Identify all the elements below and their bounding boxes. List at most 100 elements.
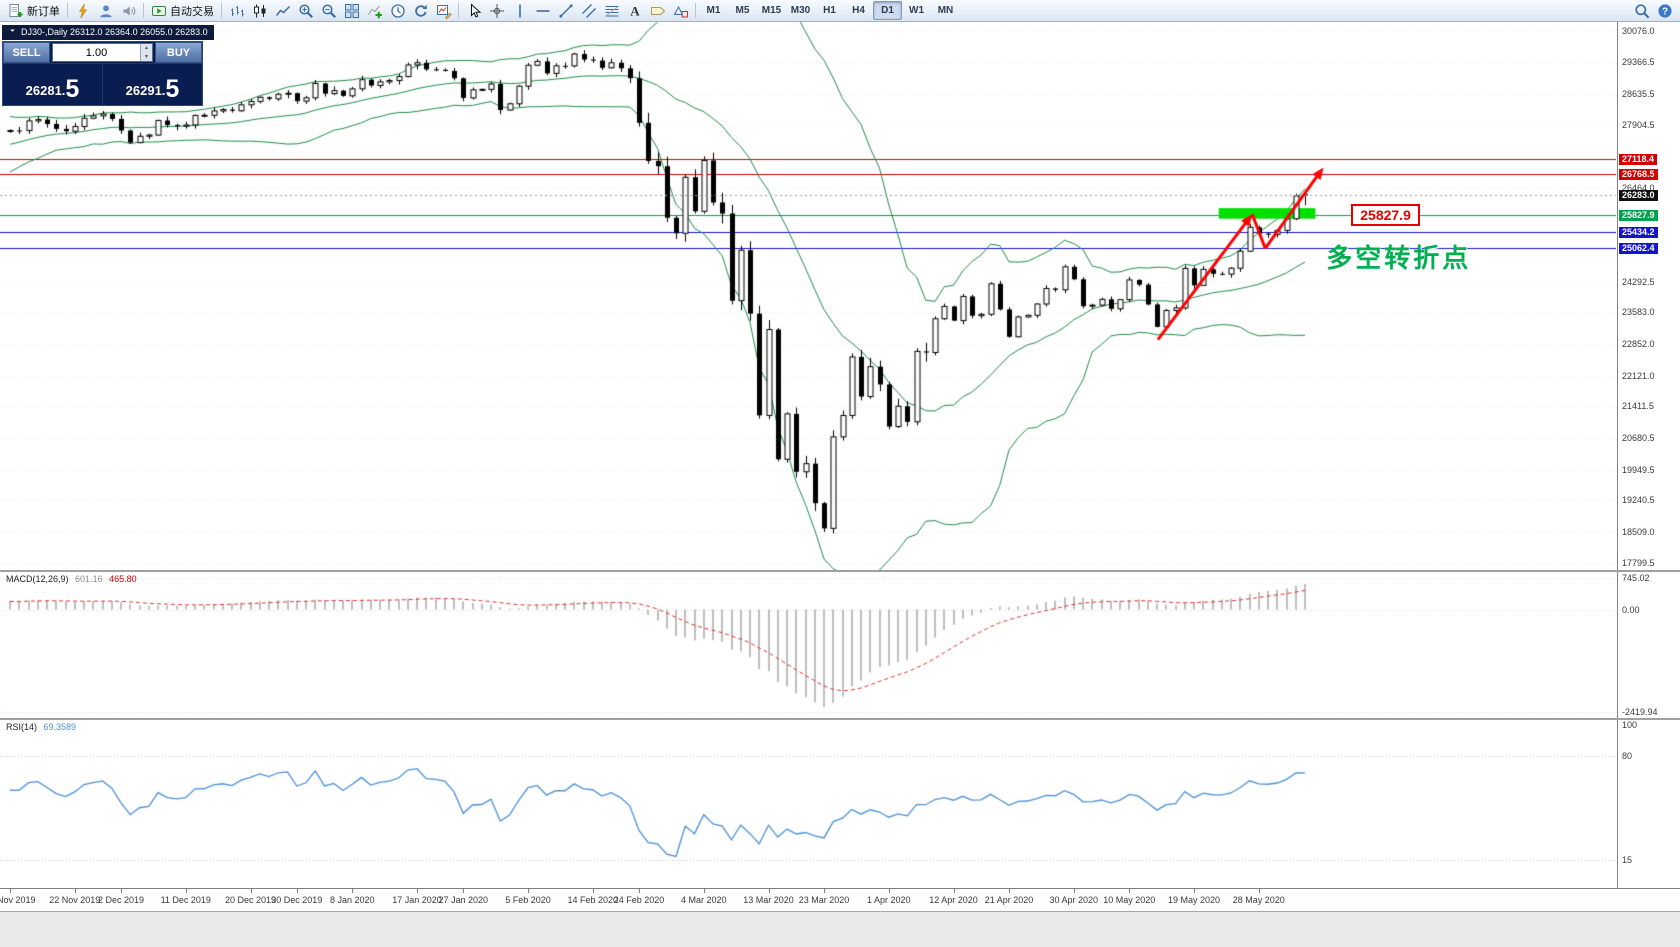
indicators-icon[interactable] — [363, 1, 386, 21]
price-axis-label: 19949.5 — [1622, 464, 1655, 475]
buy-price-main: 26291. — [125, 83, 166, 98]
time-tick — [352, 889, 354, 893]
price-axis-label: 26464.0 — [1622, 182, 1655, 193]
search-icon[interactable] — [1630, 1, 1653, 21]
price-marker-25434.2: 25434.2 — [1619, 226, 1658, 238]
period-icon[interactable] — [386, 1, 409, 21]
fibo-icon[interactable] — [600, 1, 623, 21]
volume-down-button[interactable]: ▼ — [141, 52, 152, 61]
buy-button[interactable]: BUY — [155, 42, 202, 63]
time-tick — [768, 889, 770, 893]
zoom-out-icon[interactable] — [317, 1, 340, 21]
price-annotation-label[interactable]: 25827.9 — [1351, 204, 1420, 227]
help-icon[interactable]: ? — [1653, 1, 1676, 21]
auto-trading-button[interactable]: 自动交易 — [147, 3, 218, 19]
timeframe-h1[interactable]: H1 — [823, 5, 836, 16]
time-axis-label: 10 May 2020 — [1103, 895, 1156, 905]
time-axis-label: 4 Mar 2020 — [680, 895, 727, 905]
zoom-in-icon[interactable] — [294, 1, 317, 21]
timeframe-m5[interactable]: M5 — [735, 5, 750, 16]
crosshair-icon[interactable] — [485, 1, 508, 21]
text-icon[interactable]: A — [623, 1, 646, 21]
timeframe-d1[interactable]: D1 — [873, 1, 902, 20]
time-axis-label: 22 Nov 2019 — [49, 895, 101, 905]
time-axis-label: 13 Nov 2019 — [0, 895, 36, 905]
vline-icon[interactable] — [508, 1, 531, 21]
timeframe-mn[interactable]: MN — [937, 5, 954, 16]
toolbar-separator — [143, 3, 144, 18]
label-icon[interactable] — [646, 1, 669, 21]
rsi-panel-canvas[interactable] — [0, 720, 1616, 888]
time-axis-label: 14 Feb 2020 — [567, 895, 619, 905]
timeframe-m1[interactable]: M1 — [706, 5, 721, 16]
timeframe-m15[interactable]: M15 — [761, 5, 782, 16]
timeframe-w1[interactable]: W1 — [909, 5, 924, 16]
tile-icon[interactable] — [340, 1, 363, 21]
trendline-icon[interactable] — [554, 1, 577, 21]
time-axis-label: 21 Apr 2020 — [984, 895, 1034, 905]
time-tick — [824, 889, 825, 893]
bars-icon[interactable] — [225, 1, 248, 21]
macd-header: MACD(12,26,9) 601.16 465.80 — [6, 574, 141, 584]
price-axis-label: 18509.0 — [1622, 526, 1655, 537]
sell-button[interactable]: SELL — [3, 42, 50, 63]
macd-axis: 745.02 0.00 -2419.94 — [1617, 572, 1680, 718]
one-click-trading-panel: SELL 1.00 ▲ ▼ BUY 26281. 5 26291. 5 — [2, 41, 203, 106]
rsi-axis: 100 80 15 — [1617, 720, 1680, 888]
shapes-icon[interactable] — [669, 1, 692, 21]
macd-value: 601.16 — [75, 574, 103, 584]
cursor-icon[interactable] — [462, 1, 485, 21]
chevron-down-icon[interactable] — [8, 26, 17, 39]
time-axis-label: 8 Jan 2020 — [329, 895, 375, 905]
timeframe-h4[interactable]: H4 — [852, 5, 865, 16]
time-axis-label: 1 Apr 2020 — [866, 895, 911, 905]
price-axis-label: 21411.5 — [1622, 401, 1654, 412]
new-order-button[interactable]: 新订单 — [4, 3, 64, 19]
volume-value[interactable]: 1.00 — [85, 46, 108, 59]
price-axis-label: 22121.0 — [1622, 370, 1655, 381]
macd-axis-label: -2419.94 — [1622, 707, 1658, 717]
macd-axis-label: 0.00 — [1622, 604, 1640, 615]
macd-panel-canvas[interactable] — [0, 572, 1616, 718]
macd-axis-label: 745.02 — [1622, 573, 1650, 583]
time-axis-label: 30 Dec 2019 — [271, 895, 323, 905]
lightning-icon[interactable] — [71, 1, 94, 21]
rsi-header: RSI(14) 69.3589 — [6, 722, 80, 732]
template-icon[interactable] — [432, 1, 455, 21]
time-tick — [953, 889, 955, 893]
volume-up-button[interactable]: ▲ — [141, 44, 152, 53]
rsi-axis-label: 15 — [1622, 855, 1633, 865]
toolbar-separator — [458, 3, 459, 18]
rsi-splitter[interactable] — [0, 718, 1680, 720]
time-axis-label: 11 Dec 2019 — [160, 895, 211, 905]
time-tick — [703, 889, 705, 893]
macd-splitter[interactable] — [0, 570, 1680, 572]
time-axis-label: 17 Jan 2020 — [392, 895, 442, 905]
volume-stepper[interactable]: 1.00 ▲ ▼ — [52, 43, 153, 62]
price-marker-25062.4: 25062.4 — [1619, 242, 1658, 254]
price-marker-27118.4: 27118.4 — [1619, 153, 1658, 165]
auto-trading-label: 自动交易 — [170, 5, 214, 18]
time-axis-label: 19 May 2020 — [1167, 895, 1221, 905]
timeframe-m30[interactable]: M30 — [790, 5, 811, 16]
main-chart-canvas[interactable] — [0, 22, 1616, 570]
profiles-icon[interactable] — [94, 1, 117, 21]
alerts-icon[interactable] — [117, 1, 140, 21]
turning-point-annotation[interactable]: 多空转折点 — [1326, 243, 1472, 274]
hline-icon[interactable] — [531, 1, 554, 21]
macd-label: MACD(12,26,9) — [6, 574, 69, 584]
sell-price-big-digit: 5 — [65, 75, 80, 103]
volume-spin-buttons: ▲ ▼ — [140, 44, 152, 61]
price-axis[interactable]: 30076.0 29366.5 28635.5 27904.5 26464.0 24292… — [1617, 22, 1680, 570]
time-axis-label: 12 Apr 2020 — [929, 895, 978, 905]
candles-icon[interactable] — [248, 1, 271, 21]
sell-price-main: 26281. — [25, 83, 66, 98]
toolbar: 新订单 自动交易 A M1 M5 M15 M30 H1 H4 D1 W1 MN? — [0, 0, 1680, 22]
refresh-icon[interactable] — [409, 1, 432, 21]
time-axis-label: 5 Feb 2020 — [505, 895, 551, 905]
price-axis-label: 27904.5 — [1622, 120, 1655, 131]
channel-icon[interactable] — [577, 1, 600, 21]
time-tick — [888, 889, 890, 893]
line-icon[interactable] — [271, 1, 294, 21]
